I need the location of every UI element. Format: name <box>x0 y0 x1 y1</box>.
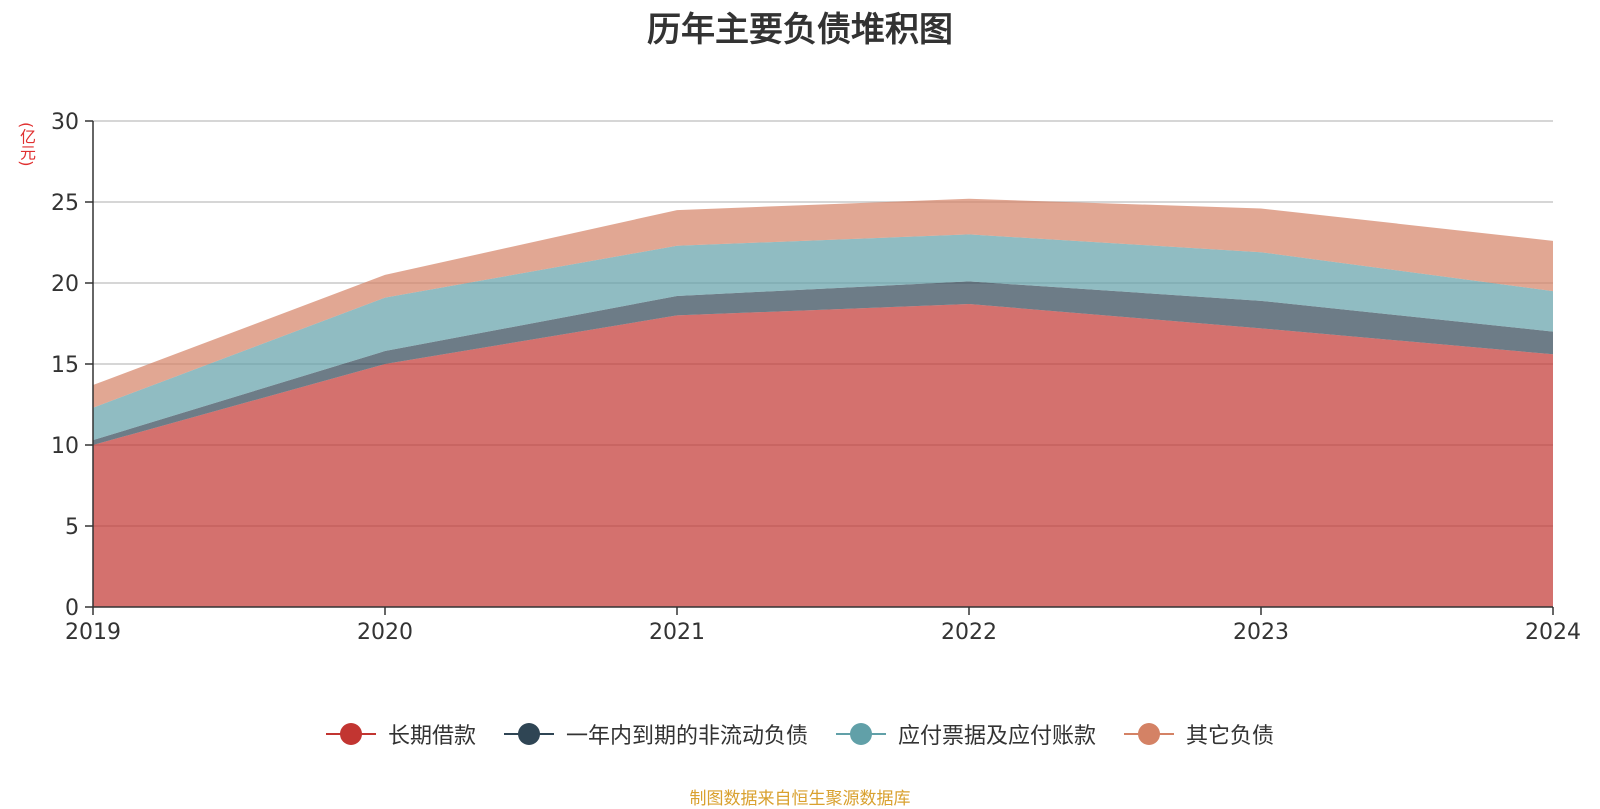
area-series-2 <box>93 281 1553 445</box>
x-tick-label: 2022 <box>941 620 997 645</box>
x-tick-label: 2019 <box>65 620 121 645</box>
y-axis-unit-label: (亿元) <box>17 122 36 167</box>
legend-label: 其它负债 <box>1186 724 1275 749</box>
source-note: 制图数据来自恒生聚源数据库 <box>689 789 911 809</box>
legend-marker-icon <box>503 723 554 745</box>
x-tick-label: 2021 <box>649 620 705 645</box>
y-tick-label: 10 <box>51 434 79 459</box>
chart-legend: 长期借款 一年内到期的非流动负债 应付票据及应付账款 其它负债 <box>0 718 1600 750</box>
legend-marker-icon <box>1124 723 1175 745</box>
legend-label: 一年内到期的非流动负债 <box>565 724 808 749</box>
legend-label: 长期借款 <box>387 724 476 749</box>
x-tick-label: 2024 <box>1525 620 1581 645</box>
y-tick-label: 5 <box>65 515 79 540</box>
legend-label: 应付票据及应付账款 <box>898 724 1097 749</box>
legend-marker-icon <box>325 723 376 745</box>
y-tick-label: 20 <box>51 272 79 297</box>
x-tick-label: 2023 <box>1233 620 1289 645</box>
y-tick-label: 25 <box>51 191 79 216</box>
legend-item-3[interactable]: 应付票据及应付账款 <box>836 718 1096 750</box>
area-series-3 <box>93 234 1553 441</box>
y-tick-label: 0 <box>65 596 79 621</box>
legend-item-1[interactable]: 长期借款 <box>325 718 476 750</box>
legend-marker-icon <box>836 723 886 745</box>
y-tick-label: 30 <box>51 110 79 135</box>
legend-item-2[interactable]: 一年内到期的非流动负债 <box>503 718 808 750</box>
x-tick-label: 2020 <box>357 620 413 645</box>
area-series-1 <box>93 304 1553 607</box>
legend-item-4[interactable]: 其它负债 <box>1124 718 1274 750</box>
chart-title: 历年主要负债堆积图 <box>647 10 953 50</box>
y-tick-label: 15 <box>51 353 79 378</box>
